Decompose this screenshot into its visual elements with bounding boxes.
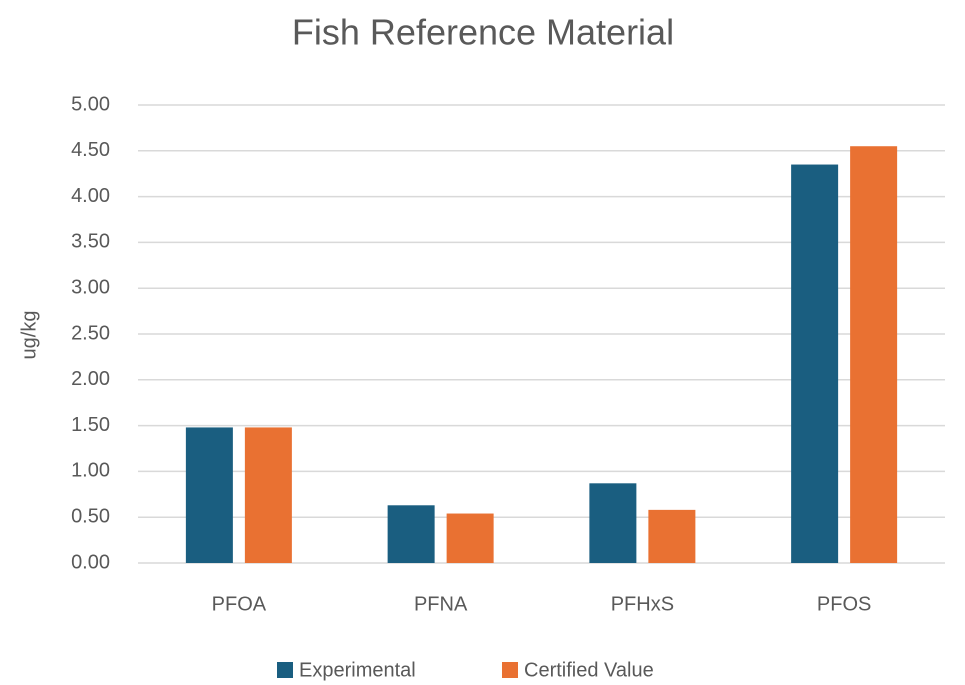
x-tick-label: PFHxS [611,593,674,615]
bar [850,146,898,563]
bar [648,509,696,563]
y-tick-label: 3.00 [71,276,110,298]
bar [446,513,494,563]
chart-title: Fish Reference Material [292,12,674,53]
y-tick-label: 2.50 [71,322,110,344]
y-tick-label: 2.00 [71,368,110,390]
y-tick-label: 5.00 [71,93,110,115]
bar [244,427,292,563]
y-tick-label: 0.00 [71,551,110,573]
x-tick-label: PFOA [212,593,267,615]
legend-label: Certified Value [524,659,654,681]
legend-swatch [277,662,293,678]
bar [387,505,435,563]
x-tick-label: PFNA [414,593,468,615]
y-tick-label: 4.50 [71,139,110,161]
y-tick-label: 0.50 [71,505,110,527]
legend-swatch [502,662,518,678]
y-tick-label: 1.00 [71,460,110,482]
y-tick-label: 1.50 [71,414,110,436]
x-tick-label: PFOS [817,593,871,615]
bar [791,164,839,564]
legend-label: Experimental [299,659,416,681]
bar [589,483,637,563]
y-tick-label: 4.00 [71,185,110,207]
y-tick-label: 3.50 [71,231,110,253]
bar [185,427,233,563]
y-axis-label: ug/kg [18,311,40,360]
